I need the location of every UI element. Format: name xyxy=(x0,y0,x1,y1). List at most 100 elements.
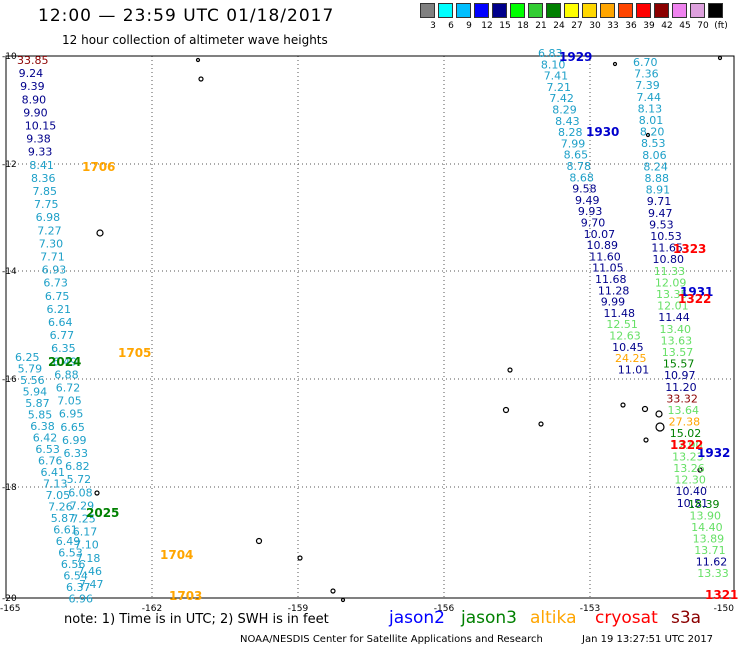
pass-label: 1932 xyxy=(697,446,730,460)
wave-height-value: 6.64 xyxy=(48,316,73,329)
island-outline xyxy=(94,490,100,496)
pass-label: 1703 xyxy=(169,589,202,603)
wave-height-value: 11.60 xyxy=(589,250,621,263)
y-tick-label: -12 xyxy=(2,160,17,170)
wave-height-value: 9.90 xyxy=(23,106,48,119)
wave-height-value: 15.57 xyxy=(663,358,695,371)
wave-height-value: 6.70 xyxy=(633,56,658,69)
legend-label: 27 xyxy=(571,21,583,31)
wave-height-value: 11.62 xyxy=(696,556,728,569)
wave-height-value: 6.37 xyxy=(66,581,91,594)
wave-height-value: 9.58 xyxy=(572,183,597,196)
legend-label: 21 xyxy=(535,21,547,31)
island-outline xyxy=(645,132,651,138)
island-outline xyxy=(340,597,346,603)
legend-label: 12 xyxy=(481,21,493,31)
wave-height-value: 6.49 xyxy=(53,355,78,368)
island-outline xyxy=(198,76,204,82)
wave-height-value: 8.68 xyxy=(569,171,594,184)
wave-height-value: 10.80 xyxy=(653,253,685,266)
pass-label: 1322 xyxy=(678,292,711,306)
wave-height-value: 6.96 xyxy=(69,593,94,606)
legend-swatch xyxy=(582,3,597,18)
wave-height-value: 10.07 xyxy=(584,228,616,241)
wave-height-value: 13.71 xyxy=(694,544,726,557)
legend-label: 3 xyxy=(430,21,436,31)
wave-height-value: 5.87 xyxy=(25,397,50,410)
legend-swatch xyxy=(600,3,615,18)
axis-ticks: -165 -162 -159 -156 -153 -150 -10 -12 -14 -16 -18 -… xyxy=(0,52,734,614)
grid-lines xyxy=(6,56,734,598)
wave-height-value: 13.64 xyxy=(668,404,700,417)
island-outline xyxy=(538,421,544,427)
wave-height-value: 8.43 xyxy=(555,115,580,128)
x-tick-label: -165 xyxy=(0,604,20,614)
wave-height-value: 8.10 xyxy=(541,58,566,71)
mission-label: jason3 xyxy=(461,608,517,628)
wave-height-value: 8.41 xyxy=(29,159,54,172)
wave-height-value: 11.01 xyxy=(618,363,650,376)
wave-height-value: 7.30 xyxy=(39,237,64,250)
pass-label: 2025 xyxy=(86,506,119,520)
wave-height-value: 5.87 xyxy=(51,512,75,525)
wave-height-value: 11.33 xyxy=(654,265,686,278)
wave-height-value: 27.38 xyxy=(669,416,701,429)
wave-height-value: 12.90 xyxy=(671,439,703,452)
wave-height-value: 7.05 xyxy=(57,395,82,408)
wave-height-value: 7.46 xyxy=(78,565,103,578)
wave-height-value: 5.56 xyxy=(20,374,44,387)
wave-height-value: 13.57 xyxy=(662,346,694,359)
wave-height-value: 6.88 xyxy=(54,368,78,381)
mission-label: altika xyxy=(530,608,577,628)
island-outline xyxy=(655,422,665,432)
wave-height-value: 13.63 xyxy=(661,334,693,347)
legend-swatch xyxy=(708,3,723,18)
wave-height-value: 12.01 xyxy=(657,300,689,313)
wave-height-value: 13.89 xyxy=(693,533,725,546)
wave-height-value: 9.38 xyxy=(26,133,51,146)
legend-swatch xyxy=(474,3,489,18)
wave-height-value: 24.25 xyxy=(615,352,647,365)
wave-height-value: 9.93 xyxy=(578,205,603,218)
legend-swatch xyxy=(618,3,633,18)
wave-height-value: 9.70 xyxy=(581,217,606,230)
legend-swatch xyxy=(564,3,579,18)
wave-height-value: 6.98 xyxy=(36,211,61,224)
credit-text: NOAA/NESDIS Center for Satellite Applica… xyxy=(240,634,543,645)
wave-height-value: 33.85 xyxy=(17,54,49,67)
wave-height-value: 7.44 xyxy=(637,91,662,104)
wave-height-value: 9.49 xyxy=(575,194,600,207)
island-outline xyxy=(255,537,263,545)
island-outline xyxy=(96,229,104,237)
wave-height-value: 13.35 xyxy=(656,288,688,301)
wave-height-value: 9.47 xyxy=(648,207,673,220)
wave-height-value: 10.53 xyxy=(650,230,682,243)
legend-swatch xyxy=(654,3,669,18)
wave-height-value: 12.51 xyxy=(606,318,638,331)
y-tick-label: -10 xyxy=(2,52,17,62)
island-outline xyxy=(297,555,303,561)
wave-height-value: 8.91 xyxy=(646,184,671,197)
pass-label: 1930 xyxy=(586,125,619,139)
legend-label: 70 xyxy=(697,21,709,31)
legend-label: (ft) xyxy=(714,21,728,31)
wave-height-value: 7.13 xyxy=(43,478,68,491)
wave-height-value: 13.90 xyxy=(690,510,722,523)
wave-height-value: 7.29 xyxy=(70,499,95,512)
x-tick-label: -153 xyxy=(580,604,600,614)
wave-height-value: 6.53 xyxy=(58,547,83,560)
wave-height-value: 7.85 xyxy=(33,185,58,198)
generated-timestamp: Jan 19 13:27:51 UTC 2017 xyxy=(582,634,714,645)
wave-height-value: 6.83 xyxy=(538,47,563,60)
legend-label: 33 xyxy=(607,21,619,31)
wave-height-value: 7.39 xyxy=(635,79,660,92)
wave-height-value: 10.89 xyxy=(587,239,619,252)
pass-label: 1321 xyxy=(705,588,738,602)
legend-label: 36 xyxy=(625,21,637,31)
wave-height-value: 6.33 xyxy=(64,447,89,460)
mission-label: cryosat xyxy=(595,608,658,628)
legend-label: 30 xyxy=(589,21,601,31)
wave-height-value: 8.20 xyxy=(640,126,665,139)
page-subtitle: 12 hour collection of altimeter wave hei… xyxy=(62,33,328,47)
legend-label: 42 xyxy=(661,21,673,31)
